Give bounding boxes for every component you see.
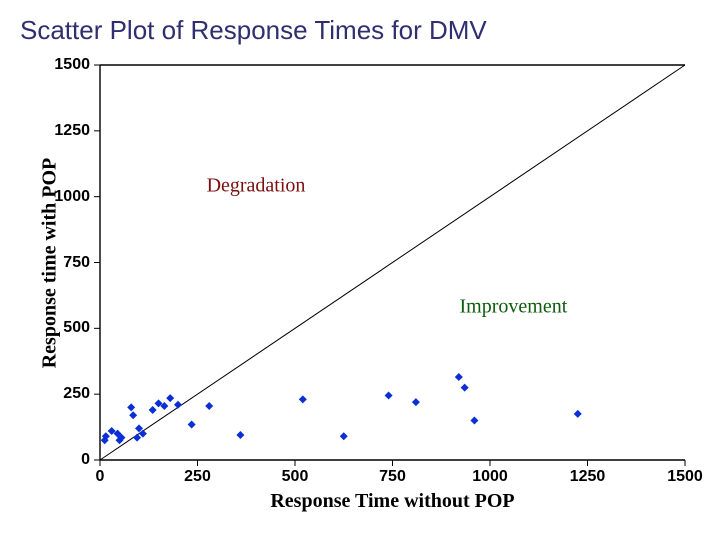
data-point <box>174 401 182 409</box>
identity-line <box>100 65 685 460</box>
data-point <box>574 410 582 418</box>
data-point <box>205 402 213 410</box>
data-point <box>188 420 196 428</box>
data-point <box>166 394 174 402</box>
data-point <box>455 373 463 381</box>
x-tick-label: 250 <box>184 468 211 486</box>
x-tick-label: 1000 <box>472 468 508 486</box>
plot-svg <box>100 65 685 460</box>
slide-title: Scatter Plot of Response Times for DMV <box>20 15 487 46</box>
chart-annotation: Degradation <box>207 175 306 198</box>
y-tick-label: 1250 <box>54 122 90 140</box>
data-point <box>340 432 348 440</box>
y-tick-label: 1000 <box>54 188 90 206</box>
x-tick-label: 0 <box>96 468 105 486</box>
y-tick-label: 750 <box>63 254 90 272</box>
data-point <box>461 384 469 392</box>
data-point <box>129 411 137 419</box>
data-point <box>236 431 244 439</box>
data-point <box>299 395 307 403</box>
x-tick-label: 1500 <box>667 468 703 486</box>
data-point <box>133 434 141 442</box>
x-tick-label: 750 <box>379 468 406 486</box>
plot-area: 0250500750100012501500025050075010001250… <box>100 65 685 460</box>
chart: Response time with POP Response Time wit… <box>20 60 700 520</box>
x-tick-label: 500 <box>282 468 309 486</box>
y-tick-label: 500 <box>63 319 90 337</box>
y-tick-label: 1500 <box>54 56 90 74</box>
x-axis-label: Response Time without POP <box>270 490 514 513</box>
x-tick-label: 1250 <box>570 468 606 486</box>
chart-annotation: Improvement <box>460 296 568 319</box>
y-tick-label: 0 <box>81 451 90 469</box>
data-point <box>470 417 478 425</box>
data-point <box>149 406 157 414</box>
data-point <box>127 403 135 411</box>
data-point <box>412 398 420 406</box>
data-point <box>385 391 393 399</box>
y-tick-label: 250 <box>63 385 90 403</box>
